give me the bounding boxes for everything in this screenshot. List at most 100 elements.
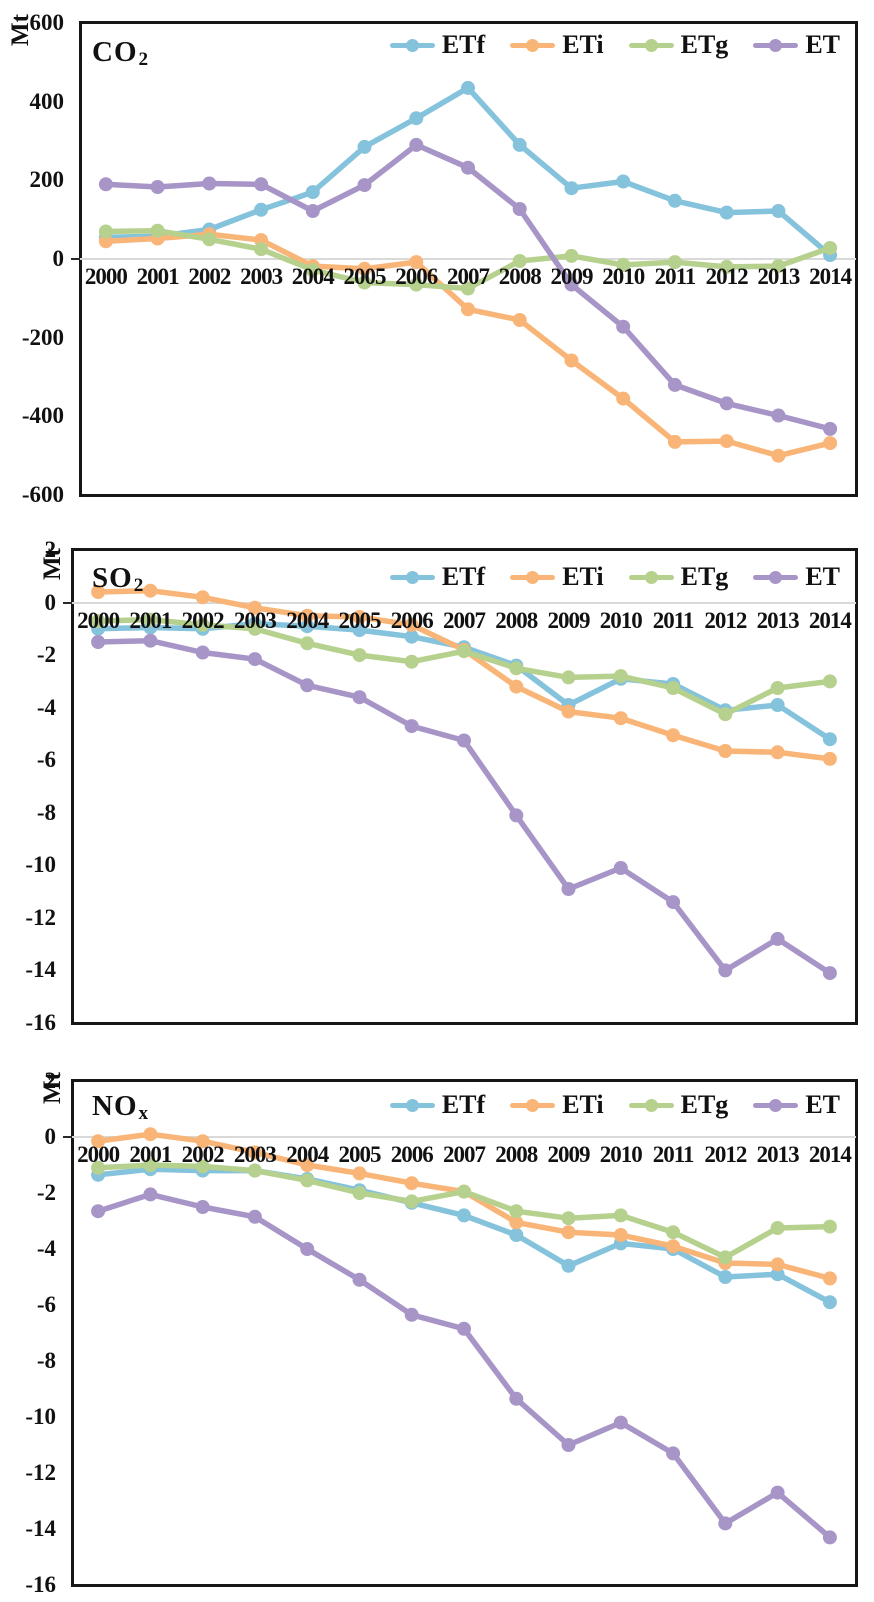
- chart-title-main: CO: [92, 36, 138, 68]
- y-tick-label: -12: [25, 1460, 56, 1485]
- ET-marker: [409, 137, 424, 152]
- ET-marker: [404, 1307, 419, 1322]
- plot-area-border: [71, 1079, 858, 1587]
- ETi-marker: [409, 255, 424, 270]
- x-tick-label: 2010: [602, 264, 645, 289]
- ETi-marker: [98, 234, 113, 249]
- legend-item-etg: ETg: [628, 562, 728, 592]
- ET-marker: [254, 177, 269, 192]
- legend-dot-icon: [526, 570, 540, 584]
- legend-dot-icon: [769, 38, 783, 52]
- y-tick-label: -16: [25, 1010, 56, 1035]
- ETi-marker: [143, 1127, 158, 1142]
- y-tick-label: -16: [25, 1572, 56, 1597]
- ETf-marker: [667, 193, 682, 208]
- y-tick-label: 400: [29, 88, 65, 114]
- x-tick-label: 2005: [343, 264, 387, 289]
- et-legend-marker-icon: [753, 570, 799, 584]
- ET-marker: [461, 160, 475, 175]
- legend-dot-icon: [769, 570, 783, 584]
- ETi-marker: [195, 1134, 210, 1149]
- y-tick-label: -4: [36, 694, 56, 720]
- ETi-marker: [823, 436, 838, 451]
- ET-marker: [718, 963, 733, 978]
- ETi-marker: [91, 585, 106, 599]
- ETg-marker: [352, 1186, 367, 1200]
- ETg-marker: [613, 1208, 628, 1223]
- y-tick-label: -8: [36, 1348, 56, 1373]
- legend-dot-icon: [405, 1098, 419, 1112]
- ETf-marker: [509, 1228, 524, 1242]
- zero-gridline: [80, 258, 856, 260]
- ETf-marker: [352, 623, 367, 638]
- ETi-marker: [561, 1225, 576, 1240]
- ETg-marker: [98, 224, 113, 239]
- ETg-marker: [613, 669, 628, 684]
- ETg-marker: [461, 281, 475, 296]
- x-tick-label: 2000: [77, 1142, 120, 1167]
- ETi-marker: [770, 1257, 785, 1272]
- x-tick-label: 2013: [757, 264, 800, 289]
- ETf-marker: [300, 619, 315, 634]
- x-tick-label: 2011: [652, 1142, 695, 1167]
- ET-marker: [770, 1485, 785, 1500]
- etg-legend-marker-icon: [628, 570, 674, 584]
- ETg-marker: [561, 670, 576, 685]
- x-tick-label: 2005: [338, 1142, 381, 1167]
- ETg-marker: [509, 661, 524, 676]
- x-tick-label: 2002: [181, 1142, 225, 1167]
- legend-label: ETi: [562, 1090, 604, 1119]
- y-tick-label: 0: [44, 589, 57, 615]
- legend-dot-icon: [405, 570, 419, 584]
- ET-marker: [300, 1242, 315, 1256]
- etf-legend-marker-icon: [389, 1098, 435, 1112]
- ETf-marker: [357, 139, 372, 154]
- y-tick-label: -400: [21, 403, 64, 429]
- etg-legend-marker-icon: [628, 1098, 674, 1112]
- y-tick-label: -6: [36, 747, 56, 773]
- ET-marker: [770, 931, 785, 946]
- ETf-marker: [409, 111, 424, 126]
- legend-label: ETf: [441, 30, 486, 59]
- eti-legend-marker-icon: [510, 570, 556, 584]
- legend-label: ETg: [680, 1090, 729, 1119]
- ET-marker: [352, 1272, 367, 1287]
- x-tick-label: 2007: [447, 264, 490, 289]
- ETg-marker: [357, 275, 372, 290]
- ET-marker: [247, 652, 262, 667]
- ETi-marker: [404, 617, 419, 632]
- ETg-marker: [91, 1160, 106, 1175]
- y-tick-label: -4: [36, 1236, 56, 1261]
- zero-axis-tick: [71, 258, 80, 260]
- x-tick-label: 2012: [705, 264, 749, 289]
- ETg-marker: [404, 1194, 419, 1209]
- chart-title-subscript: x: [138, 1103, 150, 1125]
- y-tick-label: -8: [36, 799, 56, 825]
- x-axis-labels: 2000 2001 2002 2003 2004 2005 2006 2007 2008 2009…: [80, 264, 856, 290]
- ETi-marker: [509, 1215, 524, 1230]
- chart-title-subscript: 2: [133, 575, 145, 597]
- eti-legend-marker-icon: [510, 38, 556, 52]
- legend: ETf ETi ETg ET: [389, 1090, 840, 1120]
- ET-marker: [457, 733, 471, 748]
- ETg-marker: [561, 1211, 576, 1226]
- legend-item-et: ET: [753, 30, 840, 60]
- y-tick-label: -600: [21, 482, 64, 507]
- y-tick-label: -10: [25, 1404, 56, 1429]
- ETg-marker: [143, 1158, 158, 1172]
- x-tick-label: 2013: [756, 607, 800, 633]
- series-plot: [91, 583, 837, 981]
- ET-marker: [719, 396, 734, 411]
- x-tick-label: 2003: [240, 264, 283, 289]
- ETg-marker: [300, 1173, 315, 1188]
- ETi-marker: [719, 434, 734, 449]
- ETi-marker: [352, 610, 367, 624]
- ETi-marker: [770, 745, 785, 760]
- x-tick-label: 2000: [84, 264, 128, 289]
- x-tick-label: 2008: [495, 1142, 538, 1167]
- ETg-marker: [305, 263, 320, 277]
- x-tick-label: 2007: [442, 1142, 486, 1167]
- x-tick-label: 2000: [77, 607, 120, 633]
- series-plot: [98, 80, 838, 463]
